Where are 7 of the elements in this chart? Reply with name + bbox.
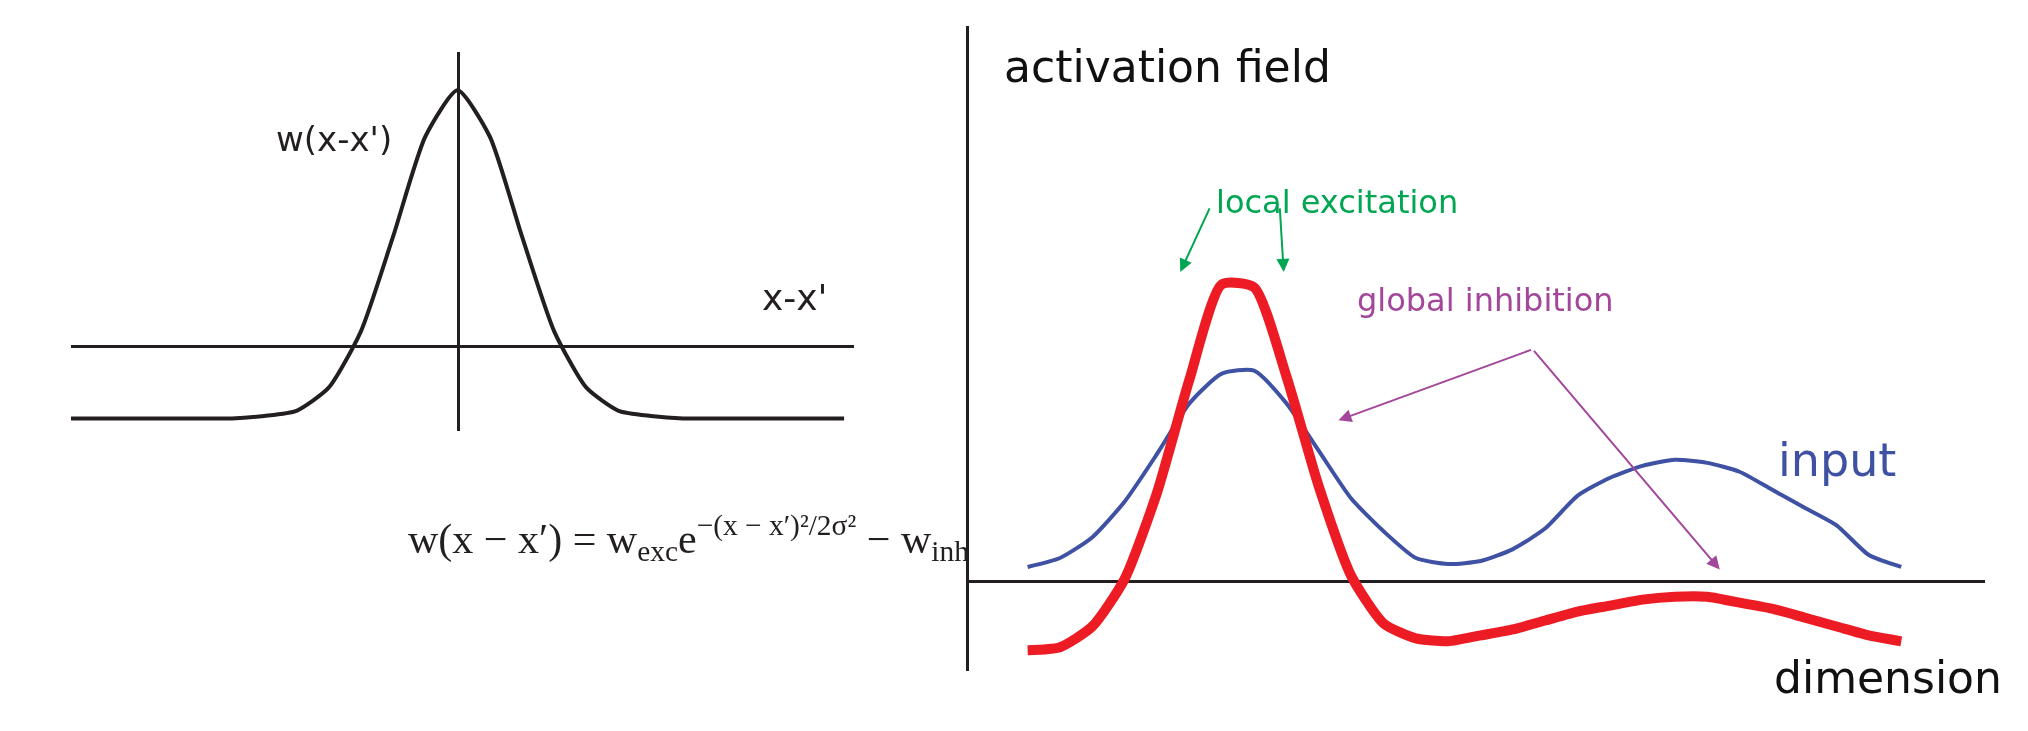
x-axis-title: dimension (1774, 652, 2002, 703)
series-label: input (1778, 433, 1897, 487)
y-axis-title: w(x-x') (276, 119, 393, 159)
x-axis-title: x-x' (762, 277, 828, 318)
y-axis-title: activation field (1004, 41, 1331, 92)
annotation: global inhibition (1357, 281, 1614, 319)
text: local excitation (1216, 183, 1459, 221)
